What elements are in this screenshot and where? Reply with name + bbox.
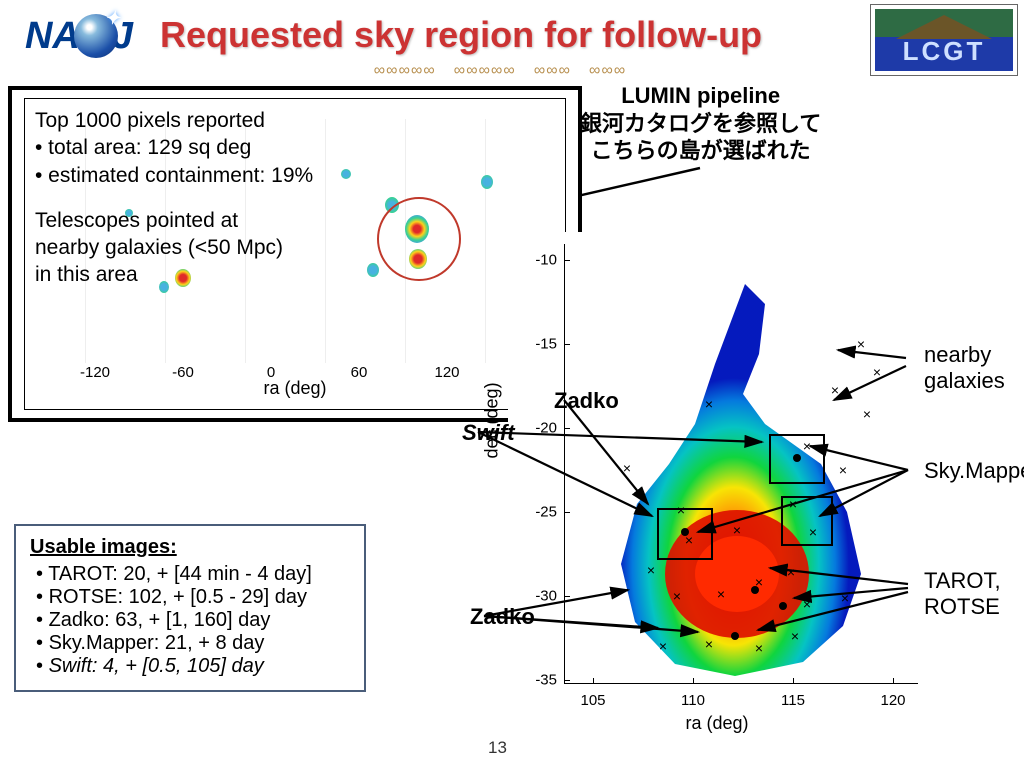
usable-item: Sky.Mapper: 21, + 8 day — [36, 632, 350, 655]
skymap-xlabel: ra (deg) — [263, 378, 326, 399]
lumin-line2: 銀河カタログを参照して — [580, 110, 821, 138]
sm-line3: • estimated containment: 19% — [35, 162, 313, 189]
lumin-pipeline-note: LUMIN pipeline 銀河カタログを参照して こちらの島が選ばれた — [580, 82, 821, 165]
page-number: 13 — [488, 738, 507, 758]
tarot-rotse-label: TAROT, ROTSE — [924, 568, 1001, 620]
lcgt-label: LCGT — [875, 36, 1013, 67]
sm-line4: Telescopes pointed at — [35, 207, 313, 234]
globe-icon — [74, 14, 118, 58]
lumin-line3: こちらの島が選ばれた — [580, 137, 821, 165]
usable-item: Zadko: 63, + [1, 160] day — [36, 609, 350, 632]
usable-item: Swift: 4, + [0.5, 105] day — [36, 655, 350, 678]
skymap-blob — [367, 263, 379, 277]
skymap-highlight-circle — [377, 197, 461, 281]
usable-header: Usable images: — [30, 536, 350, 559]
usable-item: TAROT: 20, + [44 min - 4 day] — [36, 563, 350, 586]
skymap-xtick: 0 — [267, 364, 275, 381]
naoj-text-a: NA — [25, 15, 80, 58]
zoom-plot: 105110115120-10-15-20-25-30-35××××××××××… — [508, 232, 926, 740]
usable-images-box: Usable images: TAROT: 20, + [44 min - 4 … — [14, 524, 366, 692]
sm-line2: • total area: 129 sq deg — [35, 134, 313, 161]
skymap-xtick: -60 — [172, 364, 194, 381]
sm-gap — [35, 189, 313, 207]
sm-line1: Top 1000 pixels reported — [35, 107, 313, 134]
naoj-logo: NA J — [8, 8, 150, 64]
usable-item: ROTSE: 102, + [0.5 - 29] day — [36, 586, 350, 609]
skymap-blob — [481, 175, 493, 189]
skymap-panel: Top 1000 pixels reported • total area: 1… — [8, 86, 582, 422]
slide-title: Requested sky region for follow-up — [160, 14, 762, 56]
skymapper-label: Sky.Mapper — [924, 458, 1024, 484]
usable-list: TAROT: 20, + [44 min - 4 day]ROTSE: 102,… — [36, 563, 350, 678]
skymap-frame: Top 1000 pixels reported • total area: 1… — [24, 98, 566, 410]
skymap-xtick: 60 — [351, 364, 368, 381]
skymap-blob — [341, 169, 351, 179]
lcgt-logo: LCGT — [870, 4, 1018, 76]
skymap-xtick: 120 — [434, 364, 459, 381]
lumin-line1: LUMIN pipeline — [580, 82, 821, 110]
nearby-galaxies-label: nearby galaxies — [924, 342, 1005, 394]
divider-ornament: ∞∞∞∞∞∞∞∞∞∞∞∞∞∞∞∞ — [180, 62, 820, 76]
sm-line5: nearby galaxies (<50 Mpc) — [35, 234, 313, 261]
skymap-info-text: Top 1000 pixels reported • total area: 1… — [35, 107, 313, 289]
sm-line6: in this area — [35, 261, 313, 288]
skymap-xtick: -120 — [80, 364, 110, 381]
zoom-arrows — [508, 232, 926, 740]
